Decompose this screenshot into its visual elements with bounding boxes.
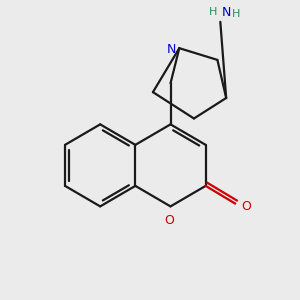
Text: O: O: [164, 214, 174, 227]
Text: N: N: [167, 43, 176, 56]
Text: H: H: [209, 8, 217, 17]
Text: N: N: [222, 6, 231, 19]
Text: H: H: [232, 9, 241, 19]
Text: O: O: [242, 200, 251, 213]
